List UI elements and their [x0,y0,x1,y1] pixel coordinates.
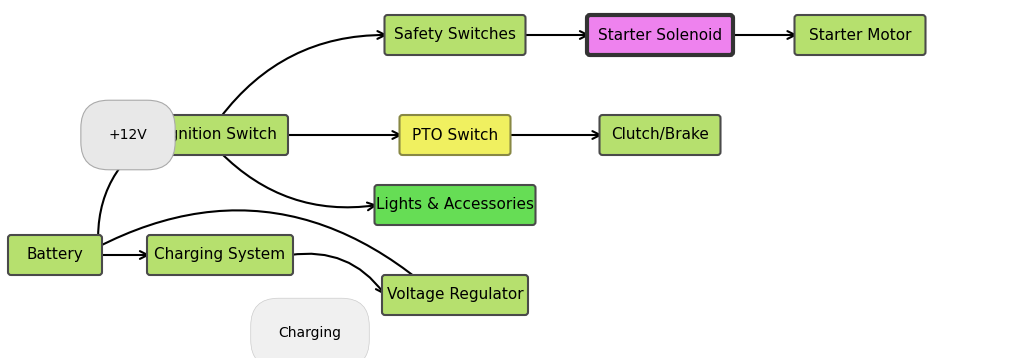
FancyBboxPatch shape [399,115,511,155]
Text: Battery: Battery [27,247,83,262]
FancyBboxPatch shape [382,275,528,315]
Text: +12V: +12V [109,128,147,142]
Text: Charging System: Charging System [155,247,286,262]
Text: Starter Solenoid: Starter Solenoid [598,28,722,43]
FancyBboxPatch shape [375,185,536,225]
Text: Starter Motor: Starter Motor [809,28,911,43]
Text: Ignition Switch: Ignition Switch [164,127,276,142]
FancyBboxPatch shape [384,15,525,55]
FancyBboxPatch shape [587,15,733,55]
FancyBboxPatch shape [599,115,721,155]
Text: PTO Switch: PTO Switch [412,127,498,142]
FancyBboxPatch shape [795,15,926,55]
Text: Voltage Regulator: Voltage Regulator [387,287,523,303]
Text: Charging: Charging [279,326,341,340]
Text: Clutch/Brake: Clutch/Brake [611,127,709,142]
FancyBboxPatch shape [8,235,102,275]
Text: Lights & Accessories: Lights & Accessories [376,198,534,213]
Text: Safety Switches: Safety Switches [394,28,516,43]
FancyBboxPatch shape [147,235,293,275]
FancyBboxPatch shape [152,115,288,155]
